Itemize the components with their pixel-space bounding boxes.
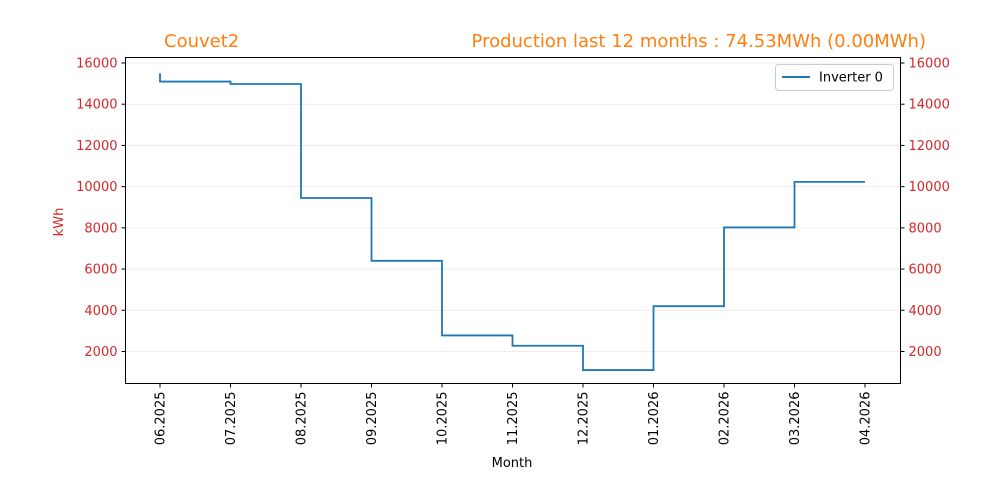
x-tick-label-08.2025: 08.2025 [295, 392, 310, 446]
x-tick-label-04.2026: 04.2026 [859, 392, 874, 446]
right-tick-label-16000: 16000 [909, 57, 950, 72]
left-tick-label-16000: 16000 [76, 57, 117, 72]
x-tick-label-02.2026: 02.2026 [718, 392, 733, 446]
right-tick-label-2000: 2000 [909, 345, 942, 360]
right-tick-label-6000: 6000 [909, 263, 942, 278]
series-line-inverter-0 [159, 73, 865, 371]
x-tick-label-10.2025: 10.2025 [436, 392, 451, 446]
production-summary-title: Production last 12 months : 74.53MWh (0.… [472, 31, 926, 52]
legend-entry-inverter-0: Inverter 0 [819, 71, 883, 86]
x-tick-label-12.2025: 12.2025 [577, 392, 592, 446]
left-tick-label-10000: 10000 [76, 180, 117, 195]
right-y-axis: 2000 4000 6000 8000 10000 12000 14000 16000 [900, 57, 950, 360]
x-tick-label-06.2025: 06.2025 [154, 392, 169, 446]
left-tick-label-2000: 2000 [84, 345, 117, 360]
x-tick-label-07.2025: 07.2025 [224, 392, 239, 446]
left-tick-label-6000: 6000 [84, 263, 117, 278]
left-tick-label-4000: 4000 [84, 304, 117, 319]
legend: Inverter 0 [775, 64, 894, 91]
left-y-axis: 2000 4000 6000 8000 10000 12000 14000 16000 [76, 57, 126, 360]
left-tick-label-12000: 12000 [76, 139, 117, 154]
right-tick-label-10000: 10000 [909, 180, 950, 195]
grid-lines [125, 62, 901, 352]
right-tick-label-12000: 12000 [909, 139, 950, 154]
right-tick-label-14000: 14000 [909, 98, 950, 113]
x-axis-label: Month [492, 456, 533, 471]
x-tick-label-11.2025: 11.2025 [506, 392, 521, 446]
left-tick-label-8000: 8000 [84, 221, 117, 236]
x-tick-label-03.2026: 03.2026 [788, 392, 803, 446]
x-tick-label-09.2025: 09.2025 [365, 392, 380, 446]
right-tick-label-4000: 4000 [909, 304, 942, 319]
right-tick-label-8000: 8000 [909, 221, 942, 236]
left-tick-label-14000: 14000 [76, 98, 117, 113]
legend-box [775, 64, 894, 91]
x-tick-label-01.2026: 01.2026 [647, 392, 662, 446]
site-name-title: Couvet2 [164, 31, 239, 52]
series-layer [159, 73, 865, 371]
y-axis-label: kWh [52, 208, 67, 237]
x-axis: 06.2025 07.2025 08.2025 09.2025 10.2025 11.20… [154, 383, 874, 446]
